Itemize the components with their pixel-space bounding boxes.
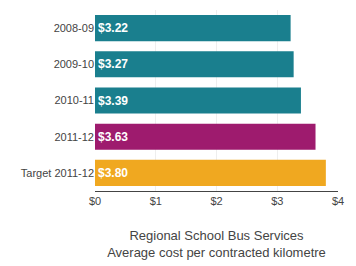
svg-text:$3.27: $3.27 [98, 57, 128, 71]
svg-text:$3.39: $3.39 [98, 94, 128, 108]
svg-text:$3.22: $3.22 [98, 21, 128, 35]
svg-text:$1: $1 [150, 195, 162, 207]
svg-text:$2: $2 [210, 195, 222, 207]
svg-text:Target 2011-12: Target 2011-12 [21, 167, 94, 179]
svg-text:2009-10: 2009-10 [54, 58, 94, 70]
svg-text:$3: $3 [271, 195, 283, 207]
svg-text:$3.80: $3.80 [98, 166, 128, 180]
svg-text:2011-12: 2011-12 [54, 131, 94, 143]
svg-text:$3.63: $3.63 [98, 130, 128, 144]
svg-text:$0: $0 [89, 195, 101, 207]
svg-text:2010-11: 2010-11 [54, 94, 94, 106]
svg-text:$4: $4 [332, 195, 344, 207]
svg-text:2008-09: 2008-09 [54, 22, 94, 34]
svg-text:Regional School Bus ServicesAv: Regional School Bus ServicesAverage cost… [107, 228, 326, 260]
